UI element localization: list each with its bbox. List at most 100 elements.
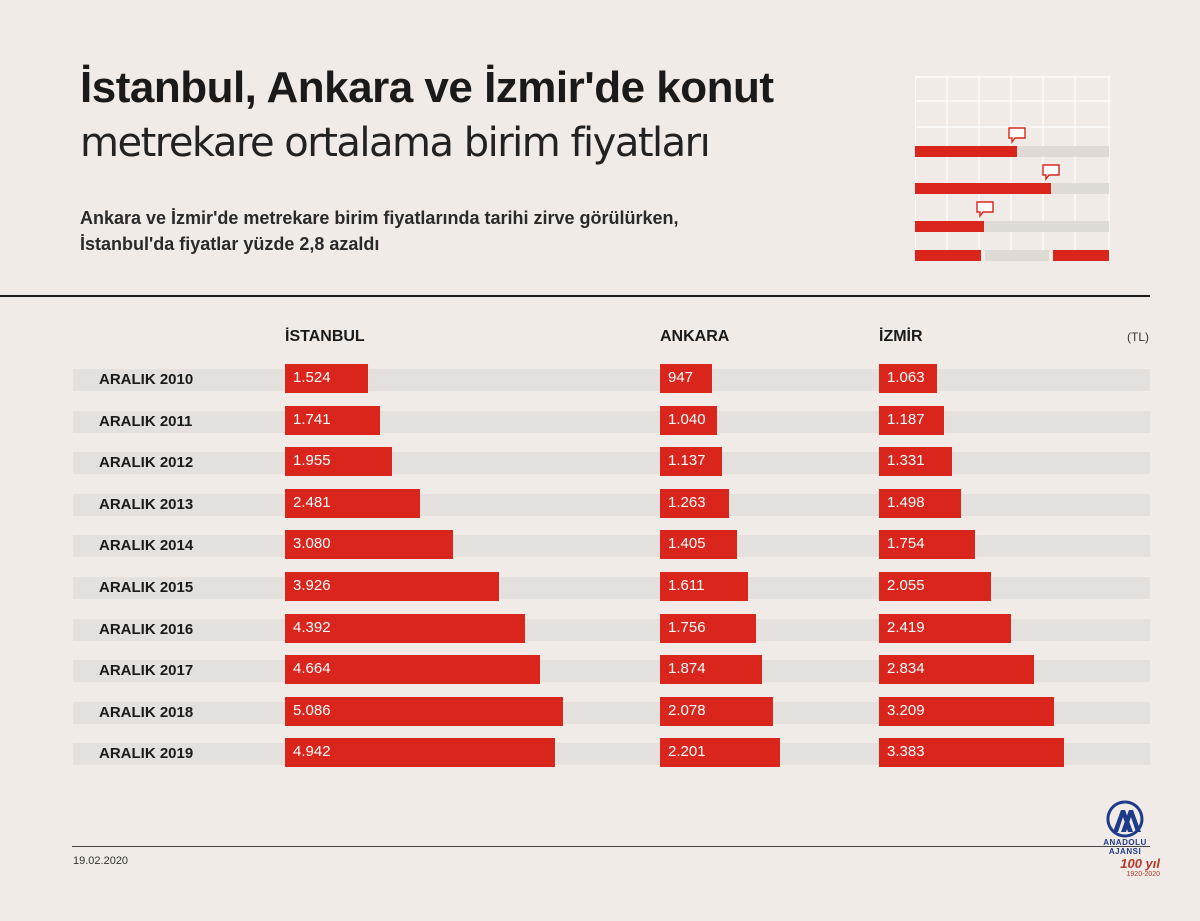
bar-value-label: 4.942 bbox=[293, 743, 331, 761]
subtitle: Ankara ve İzmir'de metrekare birim fiyat… bbox=[80, 205, 780, 257]
chart-row: ARALIK 2015 3.926 1.611 2.055 bbox=[73, 572, 1150, 601]
chart-row: ARALIK 2016 4.392 1.756 2.419 bbox=[73, 613, 1150, 643]
bar-2: 1.756 bbox=[660, 613, 756, 643]
bar-value-label: 1.524 bbox=[293, 369, 331, 386]
row-track bbox=[73, 452, 1150, 475]
bar-value-label: 1.955 bbox=[293, 452, 331, 470]
bar-value-label: 1.874 bbox=[668, 660, 706, 678]
chart-row: ARALIK 2018 5.086 2.078 3.209 bbox=[73, 696, 1150, 726]
category-label: ARALIK 2012 bbox=[99, 454, 194, 472]
logo-years: 1920-2020 bbox=[1126, 871, 1160, 878]
bar-3: 3.209 bbox=[879, 696, 1054, 726]
chart-row: ARALIK 2017 4.664 1.874 2.834 bbox=[73, 655, 1150, 685]
column-header-2: ANKARA bbox=[660, 328, 730, 345]
bar-2: 1.405 bbox=[660, 530, 737, 560]
category-label: ARALIK 2017 bbox=[99, 662, 194, 680]
bar-value-label: 2.078 bbox=[668, 701, 706, 719]
bar-1: 4.664 bbox=[285, 655, 540, 685]
logo-text: ANADOLU AJANSI bbox=[1103, 838, 1147, 856]
column-header-1: İSTANBUL bbox=[285, 328, 365, 345]
decorative-chart-illustration bbox=[915, 76, 1111, 261]
bar-1: 1.524 bbox=[285, 364, 368, 393]
subtitle-line-1: Ankara ve İzmir'de metrekare birim fiyat… bbox=[80, 208, 679, 228]
category-label: ARALIK 2013 bbox=[99, 495, 194, 513]
bar-value-label: 3.080 bbox=[293, 535, 331, 553]
bar-value-label: 2.055 bbox=[887, 577, 925, 594]
bar-3: 2.419 bbox=[879, 613, 1011, 643]
bar-1: 1.741 bbox=[285, 405, 380, 435]
bar-value-label: 4.664 bbox=[293, 660, 331, 678]
bar-value-label: 3.383 bbox=[887, 743, 925, 761]
bar-value-label: 1.756 bbox=[668, 618, 706, 636]
bar-2: 947 bbox=[660, 364, 712, 393]
bar-value-label: 3.209 bbox=[887, 701, 925, 719]
row-track bbox=[73, 535, 1150, 558]
category-label: ARALIK 2018 bbox=[99, 703, 194, 721]
bar-value-label: 1.611 bbox=[668, 577, 705, 594]
bar-value-label: 4.392 bbox=[293, 618, 331, 636]
category-label: ARALIK 2016 bbox=[99, 620, 194, 638]
logo-anniversary-text: 100 yıl bbox=[1120, 856, 1160, 871]
bar-1: 1.955 bbox=[285, 447, 392, 477]
logo-anniversary: 100 yıl 1920-2020 bbox=[1090, 856, 1160, 878]
bar-value-label: 2.419 bbox=[887, 618, 925, 636]
chart-row: ARALIK 2012 1.955 1.137 1.331 bbox=[73, 447, 1150, 477]
row-track bbox=[73, 369, 1150, 391]
chart-row: ARALIK 2011 1.741 1.040 1.187 bbox=[73, 405, 1150, 435]
bar-value-label: 1.187 bbox=[887, 410, 925, 428]
bar-value-label: 1.040 bbox=[668, 410, 706, 428]
footer-divider bbox=[72, 846, 1150, 847]
bar-value-label: 2.481 bbox=[293, 493, 331, 511]
bar-value-label: 1.754 bbox=[887, 535, 925, 553]
bar-value-label: 1.741 bbox=[293, 410, 331, 428]
bar-1: 3.926 bbox=[285, 572, 499, 601]
bar-value-label: 1.331 bbox=[887, 452, 925, 470]
bar-1: 3.080 bbox=[285, 530, 453, 560]
bar-1: 4.392 bbox=[285, 613, 525, 643]
bar-value-label: 2.834 bbox=[887, 660, 925, 678]
row-track bbox=[73, 493, 1150, 516]
title: İstanbul, Ankara ve İzmir'de konut bbox=[80, 63, 774, 112]
bar-2: 1.611 bbox=[660, 572, 748, 601]
category-label: ARALIK 2011 bbox=[99, 412, 193, 430]
subtitle-line-2: İstanbul'da fiyatlar yüzde 2,8 azaldı bbox=[80, 234, 380, 254]
category-label: ARALIK 2014 bbox=[99, 537, 194, 555]
bar-3: 2.834 bbox=[879, 655, 1034, 685]
chart-row: ARALIK 2014 3.080 1.405 1.754 bbox=[73, 530, 1150, 560]
bar-2: 2.078 bbox=[660, 696, 773, 726]
category-label: ARALIK 2019 bbox=[99, 745, 194, 763]
title-secondary: metrekare ortalama birim fiyatları bbox=[80, 120, 711, 166]
bar-value-label: 1.263 bbox=[668, 493, 706, 511]
bar-value-label: 1.405 bbox=[668, 535, 706, 553]
bar-value-label: 947 bbox=[668, 369, 694, 386]
bar-value-label: 2.201 bbox=[668, 743, 706, 761]
chart-row: ARALIK 2013 2.481 1.263 1.498 bbox=[73, 488, 1150, 518]
bar-3: 1.331 bbox=[879, 447, 952, 477]
bar-1: 5.086 bbox=[285, 696, 563, 726]
unit-label: (TL) bbox=[1127, 330, 1149, 344]
category-label: ARALIK 2010 bbox=[99, 371, 194, 388]
bar-3: 1.754 bbox=[879, 530, 975, 560]
bar-value-label: 1.498 bbox=[887, 493, 925, 511]
bar-2: 1.263 bbox=[660, 488, 729, 518]
category-label: ARALIK 2015 bbox=[99, 579, 194, 596]
chart-row: ARALIK 2010 1.524 947 1.063 bbox=[73, 364, 1150, 393]
bar-value-label: 1.063 bbox=[887, 369, 925, 386]
bar-2: 2.201 bbox=[660, 738, 780, 768]
bar-3: 3.383 bbox=[879, 738, 1064, 768]
bar-2: 1.874 bbox=[660, 655, 762, 685]
bar-2: 1.137 bbox=[660, 447, 722, 477]
bar-value-label: 3.926 bbox=[293, 577, 331, 594]
bar-3: 1.498 bbox=[879, 488, 961, 518]
bar-2: 1.040 bbox=[660, 405, 717, 435]
publish-date: 19.02.2020 bbox=[73, 855, 129, 867]
bar-1: 2.481 bbox=[285, 488, 420, 518]
header-divider bbox=[0, 295, 1150, 297]
bar-value-label: 5.086 bbox=[293, 701, 331, 719]
chart-row: ARALIK 2019 4.942 2.201 3.383 bbox=[73, 738, 1150, 768]
column-header-3: İZMİR bbox=[879, 328, 923, 345]
bar-3: 1.187 bbox=[879, 405, 944, 435]
bar-1: 4.942 bbox=[285, 738, 555, 768]
bar-value-label: 1.137 bbox=[668, 452, 706, 470]
bar-3: 1.063 bbox=[879, 364, 937, 393]
